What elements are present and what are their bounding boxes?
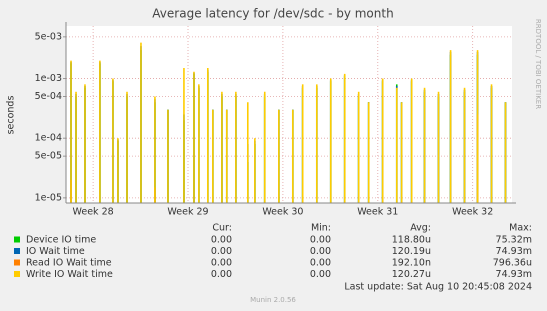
x-tick-label: Week 31 — [357, 207, 398, 218]
legend-swatch — [14, 259, 20, 266]
legend-stat: 0.00 — [211, 246, 232, 257]
legend-stat: 75.32m — [496, 235, 532, 246]
legend-stat: 120.27u — [392, 269, 431, 280]
legend-stat: 0.00 — [310, 246, 331, 257]
legend-stat: 0.00 — [310, 269, 331, 280]
legend-swatch — [14, 248, 20, 254]
legend-header: Min: — [311, 223, 331, 234]
legend-label: Write IO Wait time — [26, 269, 113, 280]
legend-stat: 0.00 — [211, 258, 232, 269]
legend-stat: 120.19u — [392, 246, 431, 257]
y-tick-label: 1e-04 — [35, 133, 62, 144]
legend-stat: 0.00 — [310, 258, 331, 269]
y-tick-label: 1e-05 — [35, 192, 62, 203]
y-tick-label: 5e-05 — [35, 151, 62, 162]
legend-header: Cur: — [212, 223, 232, 234]
legend-stat: 74.93m — [496, 246, 532, 257]
legend-stat: 0.00 — [211, 235, 232, 246]
legend-header: Max: — [509, 223, 532, 234]
watermark: RRDTOOL / TOBI OETIKER — [534, 19, 542, 109]
legend-stat: 192.10n — [392, 258, 431, 269]
legend-stat: 74.93m — [496, 269, 532, 280]
legend-stat: 0.00 — [211, 269, 232, 280]
legend-swatch — [14, 271, 20, 277]
last-update: Last update: Sat Aug 10 20:45:08 2024 — [344, 282, 532, 293]
legend-stat: 118.80u — [392, 235, 431, 246]
legend-stat: 796.36u — [493, 258, 532, 269]
legend-stat: 0.00 — [310, 235, 331, 246]
legend-label: Device IO time — [26, 235, 96, 246]
legend-swatch — [14, 236, 20, 243]
x-tick-label: Week 30 — [262, 207, 303, 218]
chart-title: Average latency for /dev/sdc - by month — [152, 7, 393, 21]
y-axis-label: seconds — [6, 96, 17, 135]
y-tick-label: 5e-03 — [35, 31, 62, 42]
legend-label: Read IO Wait time — [26, 258, 112, 269]
plot-area — [66, 26, 512, 203]
x-tick-label: Week 29 — [167, 207, 208, 218]
legend-header: Avg: — [410, 223, 431, 234]
x-tick-label: Week 28 — [73, 207, 114, 218]
x-tick-label: Week 32 — [452, 207, 493, 218]
legend-label: IO Wait time — [26, 246, 85, 257]
y-tick-label: 5e-04 — [35, 91, 62, 102]
y-tick-label: 1e-03 — [35, 73, 62, 84]
footer: Munin 2.0.56 — [250, 296, 296, 304]
